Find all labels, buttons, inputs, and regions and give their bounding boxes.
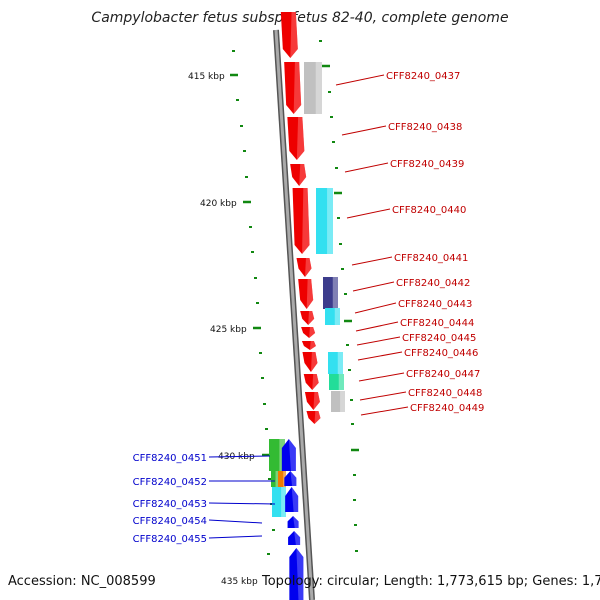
cog-box-0443 (325, 308, 340, 325)
gene-label-CFF8240_0443[interactable]: CFF8240_0443 (398, 299, 472, 310)
reverse-gene-arrow (285, 487, 299, 512)
backbone-layer (273, 29, 315, 600)
leader-line (341, 125, 387, 136)
forward-gene-arrow (284, 62, 302, 114)
reverse-gene-arrow (287, 516, 299, 528)
leader-line (208, 535, 263, 539)
gene-label-CFF8240_0447[interactable]: CFF8240_0447 (406, 369, 480, 380)
leader-line (356, 336, 401, 346)
cog-box-0453 (272, 487, 286, 517)
tick-label: 435 kbp (221, 577, 258, 587)
tick-label: 415 kbp (188, 72, 225, 82)
dash-layer (230, 40, 359, 555)
leader-line (335, 74, 385, 86)
leader-line (357, 351, 403, 361)
forward-gene-arrow (280, 12, 298, 58)
accession-label: Accession: NC_008599 (8, 574, 156, 589)
tick-label: 420 kbp (200, 199, 237, 209)
gene-label-CFF8240_0445[interactable]: CFF8240_0445 (402, 333, 476, 344)
forward-gene-arrow (298, 279, 314, 309)
reverse-gene-arrow (288, 531, 301, 545)
cog-box-0440 (316, 188, 333, 254)
leader-line (208, 455, 271, 458)
gene-label-CFF8240_0451[interactable]: CFF8240_0451 (133, 453, 207, 464)
gene-label-CFF8240_0439[interactable]: CFF8240_0439 (390, 159, 464, 170)
cog-box-0446 (328, 352, 343, 374)
forward-gene-arrow (292, 188, 310, 254)
gene-label-CFF8240_0438[interactable]: CFF8240_0438 (388, 122, 462, 133)
cog-box-0442 (323, 277, 338, 309)
reverse-gene-arrow (289, 548, 304, 600)
cog-box-0437 (304, 62, 322, 114)
leader-line (351, 256, 393, 266)
gene-label-CFF8240_0444[interactable]: CFF8240_0444 (400, 318, 474, 329)
reverse-gene-arrow (281, 439, 296, 471)
forward-gene-arrow (303, 374, 319, 390)
gene-label-CFF8240_0441[interactable]: CFF8240_0441 (394, 253, 468, 264)
gene-label-CFF8240_0448[interactable]: CFF8240_0448 (408, 388, 482, 399)
forward-gene-arrow (306, 411, 321, 424)
leader-line (359, 391, 407, 401)
gene-label-CFF8240_0454[interactable]: CFF8240_0454 (133, 516, 207, 527)
leader-line (355, 321, 399, 332)
leader-line (208, 519, 263, 524)
cog-box-0452a (271, 471, 278, 487)
forward-gene-arrow (287, 117, 305, 160)
cog-box-0448 (331, 391, 345, 412)
forward-gene-arrow (301, 327, 316, 338)
leader-line (354, 302, 397, 314)
leader-line (358, 372, 405, 382)
reverse-gene-arrow (284, 471, 297, 486)
gene-label-CFF8240_0446[interactable]: CFF8240_0446 (404, 348, 478, 359)
forward-gene-arrow (300, 311, 315, 325)
leader-line (352, 281, 395, 292)
cog-layer (269, 62, 345, 517)
arrow-layer (280, 12, 321, 600)
gene-label-CFF8240_0437[interactable]: CFF8240_0437 (386, 71, 460, 82)
gene-label-CFF8240_0440[interactable]: CFF8240_0440 (392, 205, 466, 216)
gene-label-CFF8240_0452[interactable]: CFF8240_0452 (133, 477, 207, 488)
leader-line (344, 162, 389, 173)
tick-label: 425 kbp (210, 325, 247, 335)
gene-label-CFF8240_0455[interactable]: CFF8240_0455 (133, 534, 207, 545)
genome-summary-label: Topology: circular; Length: 1,773,615 bp… (262, 574, 600, 589)
gene-label-CFF8240_0453[interactable]: CFF8240_0453 (133, 499, 207, 510)
forward-gene-arrow (296, 258, 312, 277)
leader-line (360, 406, 409, 416)
forward-gene-arrow (302, 352, 318, 372)
backbone-line (274, 29, 314, 600)
forward-gene-arrow (301, 341, 316, 350)
gene-label-CFF8240_0442[interactable]: CFF8240_0442 (396, 278, 470, 289)
map-title: Campylobacter fetus subsp. fetus 82-40, … (91, 10, 509, 26)
cog-box-0447 (329, 374, 344, 390)
leader-line (346, 208, 391, 219)
leader-line (208, 502, 276, 505)
forward-gene-arrow (304, 392, 320, 410)
gene-label-CFF8240_0449[interactable]: CFF8240_0449 (410, 403, 484, 414)
forward-gene-arrow (290, 164, 307, 186)
